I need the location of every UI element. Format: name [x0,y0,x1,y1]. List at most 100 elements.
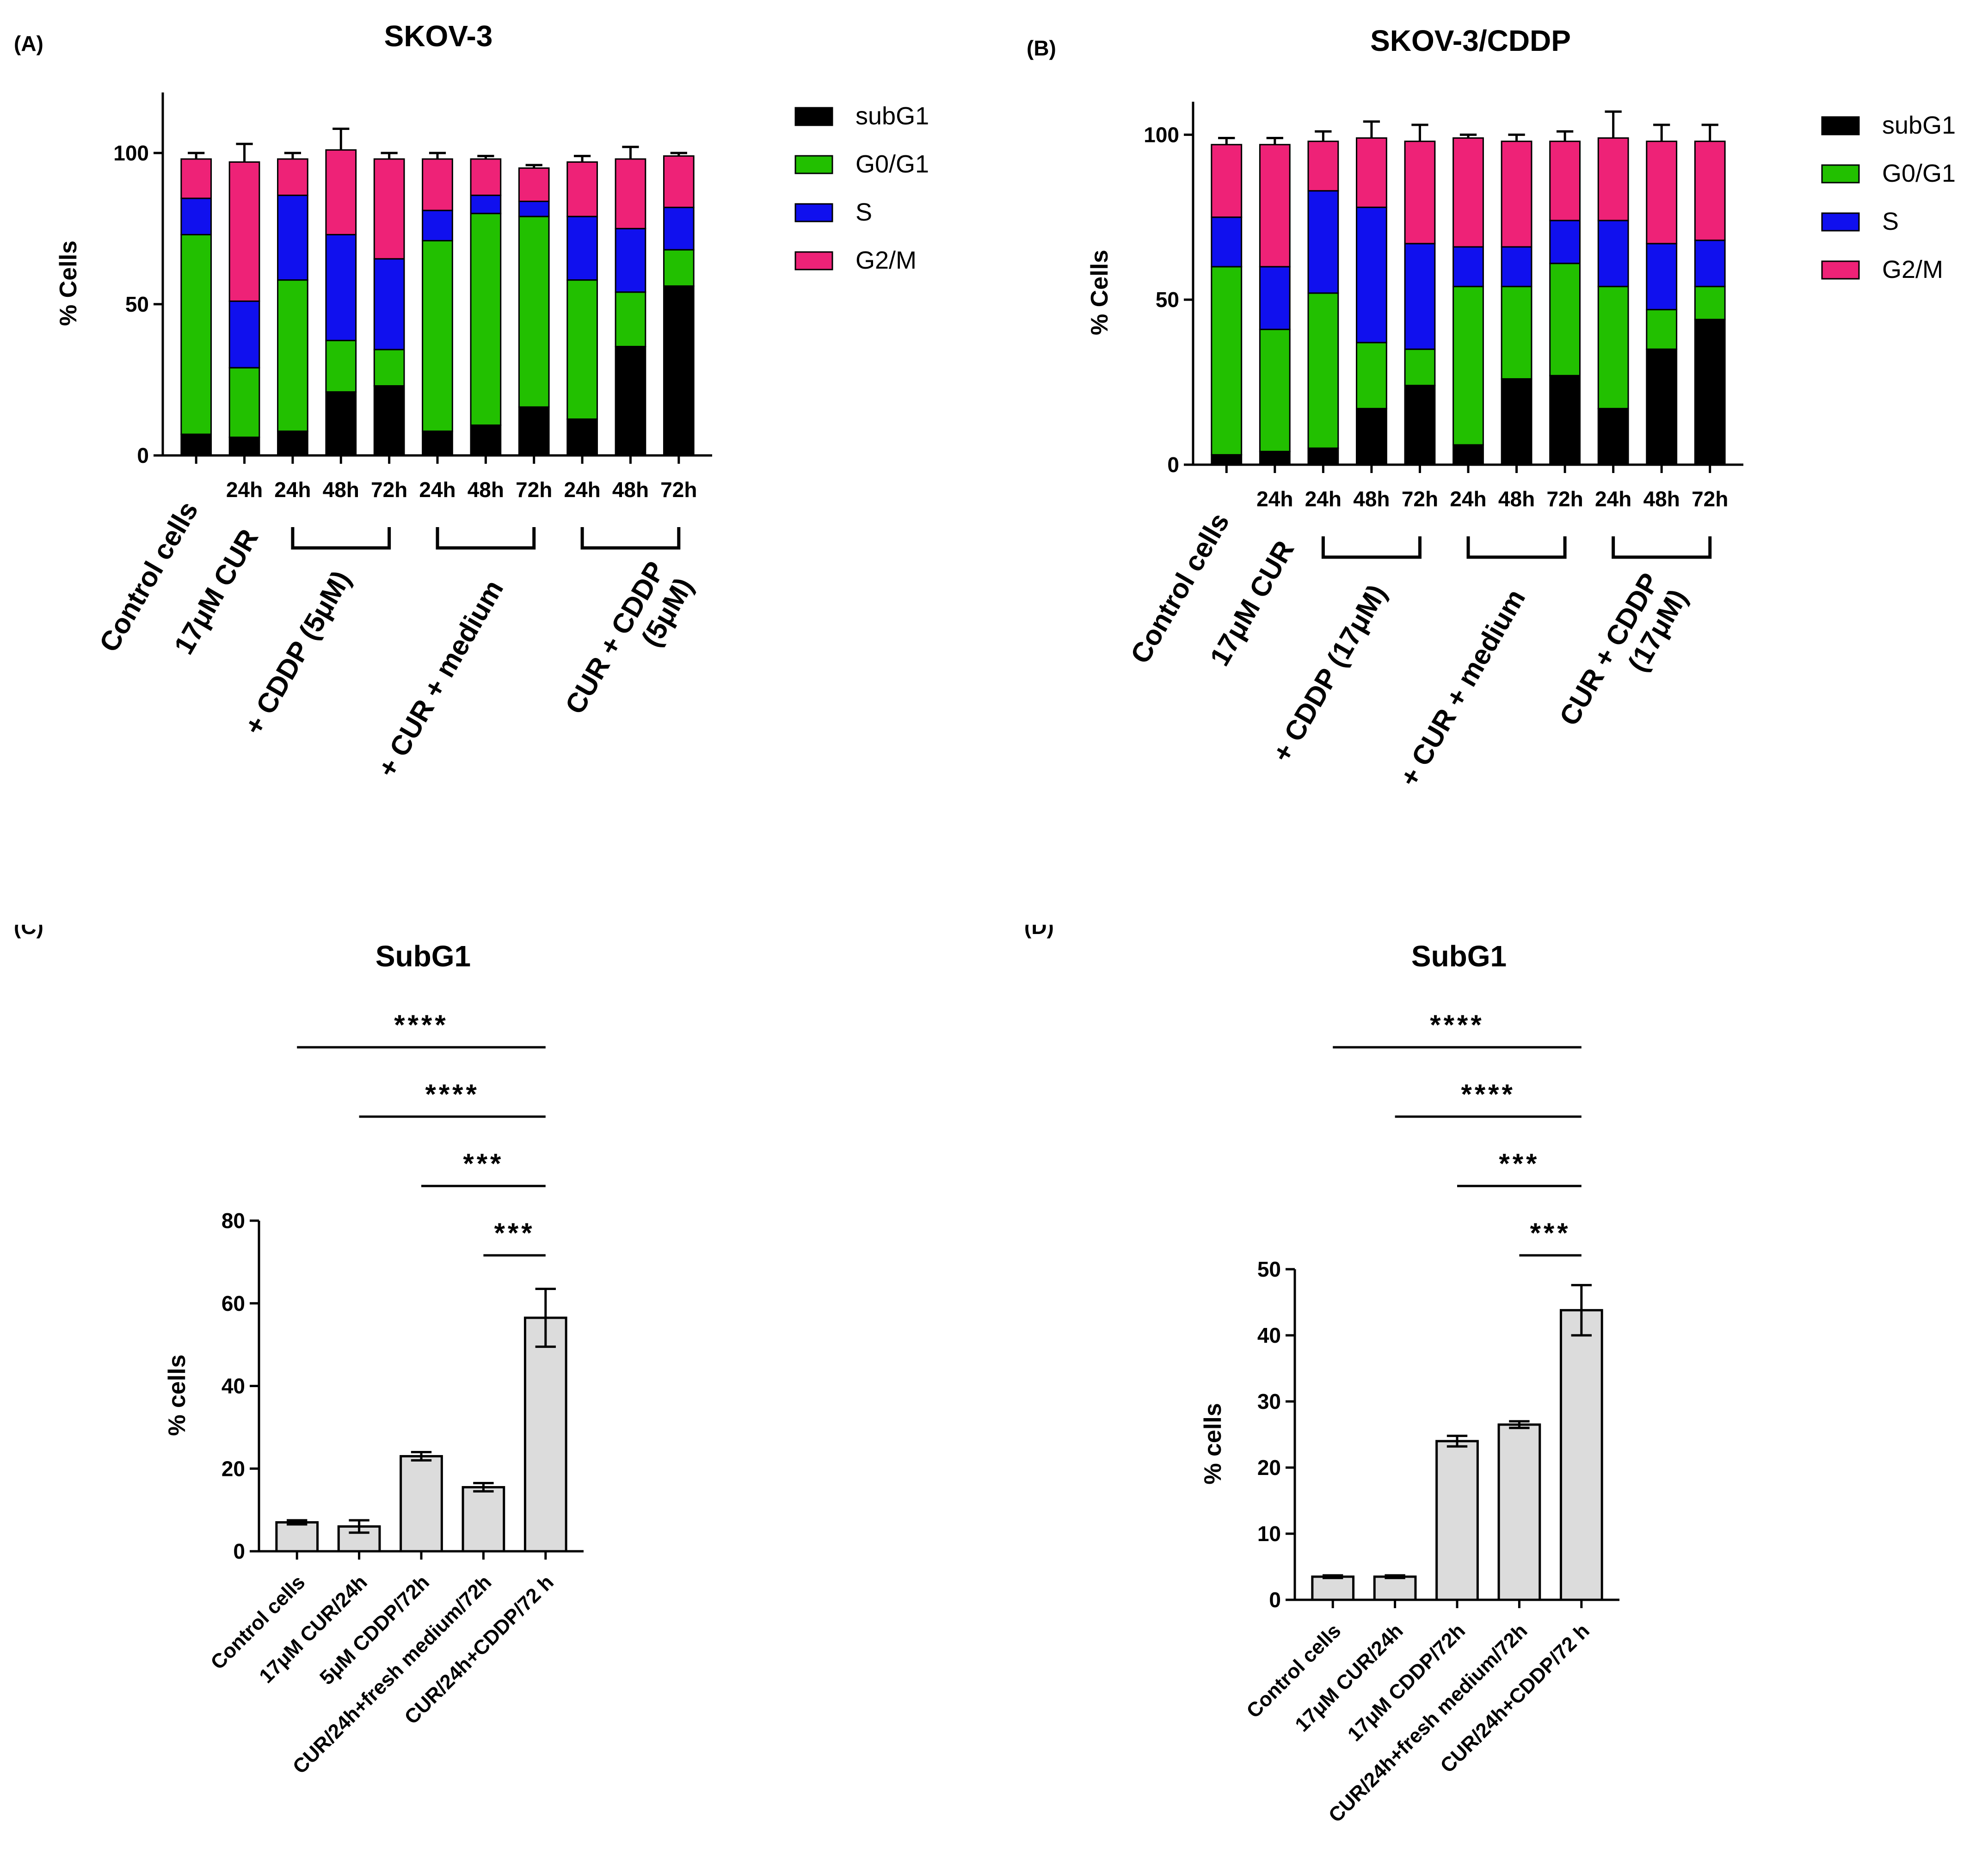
bar-segment [1549,141,1581,221]
bar-segment [615,291,646,347]
group-label: + CUR + medium [371,575,509,782]
bar-segment [1453,137,1484,248]
bar-segment [325,391,357,456]
bar-segment [566,161,598,217]
bar-segment [1259,266,1291,330]
bar-segment [1307,190,1339,294]
bar-segment [566,418,598,456]
category-label: 17μM CUR/24h [1291,1619,1408,1736]
bar-segment [1404,385,1436,466]
x-tick-label: 48h [1353,487,1390,511]
legend-label: G0/G1 [1882,160,1956,187]
y-tick-label: 80 [222,1209,245,1233]
bar-segment [1501,286,1533,380]
bar [523,1316,567,1553]
bar-segment [277,158,308,196]
y-tick-label: 0 [137,443,149,467]
bar-segment [1694,319,1726,466]
x-tick-label: 48h [1643,487,1680,511]
y-axis-title: % cells [164,1354,191,1436]
y-tick-label: 20 [222,1456,245,1481]
significance-stars: *** [494,1217,535,1248]
group-label: 17μM CUR [1204,535,1300,671]
x-tick-label: 24h [1305,487,1342,511]
y-tick-label: 60 [222,1291,245,1315]
bar [1497,1423,1541,1601]
legend-swatch [794,251,833,270]
bar-segment [1694,240,1726,288]
bar-segment [373,158,405,260]
bar-segment [373,385,405,456]
bar-segment [180,158,212,199]
bar-segment [228,300,260,369]
bar-segment [277,194,308,281]
x-tick-label: 72h [1546,487,1583,511]
group-label-line: + CUR + medium [1393,584,1531,792]
bar [462,1486,505,1553]
bar-segment [518,406,550,456]
bar-segment [663,249,695,287]
y-tick-label: 0 [1167,453,1179,477]
bar [1311,1575,1355,1601]
panel-label: (B) [1027,36,1056,60]
x-tick-label: 48h [612,478,649,502]
bar-segment [1597,137,1629,221]
group-bracket [436,527,536,550]
significance-stars: *** [1499,1148,1539,1179]
y-tick-label: 20 [1257,1456,1281,1480]
bar-segment [518,201,550,217]
y-tick-label: 0 [1269,1588,1281,1612]
bar-segment [1646,141,1678,245]
significance-stars: **** [394,1009,448,1040]
bar-segment [1549,220,1581,264]
group-label-line: + CUR + medium [371,575,509,782]
bar-segment [1211,144,1243,218]
legend-swatch [794,155,833,174]
bar-segment [422,430,453,456]
bar-segment [1597,220,1629,288]
bar-segment [1694,286,1726,320]
group-label-line: + CDDP (5μM) [238,565,357,740]
bar-segment [1549,375,1581,466]
bar-segment [566,215,598,281]
bar-segment [663,207,695,251]
group-bracket [1466,536,1567,559]
bar-segment [1356,206,1387,344]
bar-segment [1453,246,1484,288]
bar-segment [422,158,453,211]
bar-segment [325,233,357,341]
bar-segment [1694,141,1726,241]
chart-title: SKOV-3 [384,19,493,53]
group-label: + CDDP (17μM) [1266,579,1392,767]
x-tick-label: 24h [1256,487,1293,511]
x-tick-label: 24h [564,478,600,502]
bar-segment [1646,243,1678,311]
group-bracket [291,527,391,550]
bar-segment [470,158,502,196]
significance-stars: **** [1430,1009,1484,1040]
bar-segment [1211,454,1243,466]
bar-segment [1501,378,1533,466]
significance-stars: *** [463,1148,504,1179]
legend-label: G2/M [856,246,917,274]
x-tick-label: 24h [1450,487,1486,511]
panel-label: (A) [14,31,43,55]
bar-segment [1211,216,1243,268]
significance-stars: **** [1461,1079,1515,1110]
bar-segment [180,433,212,456]
bar-segment [470,213,502,426]
bar [1373,1575,1417,1601]
bar-segment [1404,141,1436,245]
bar-segment [1259,450,1291,466]
bar-segment [180,197,212,235]
group-bracket [1612,536,1712,559]
chart-title: SubG1 [1411,940,1507,973]
x-tick-label: 24h [274,478,311,502]
bar-segment [1646,348,1678,466]
y-axis-title: % Cells [55,240,82,326]
bar-segment [325,339,357,393]
chart-title: SKOV-3/CDDP [1370,24,1571,57]
bar-segment [615,227,646,293]
bar-segment [1501,141,1533,248]
